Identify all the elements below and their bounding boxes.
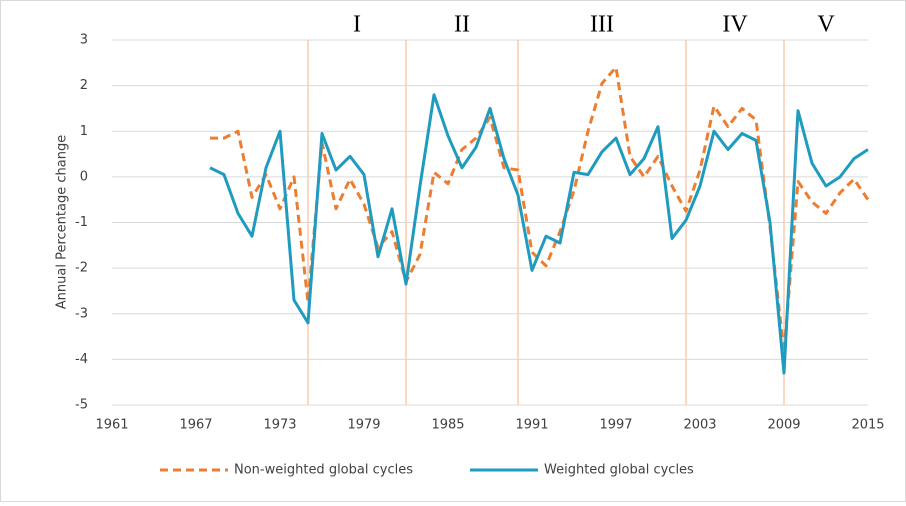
series-line <box>209 93 869 375</box>
y-tick-label: 0 <box>80 169 88 184</box>
x-tick-label: 1973 <box>263 418 296 433</box>
x-tick-label: 2003 <box>683 418 716 433</box>
legend-label: Weighted global cycles <box>544 463 694 478</box>
y-axis-label: Annual Percentage change <box>55 135 70 309</box>
y-tick-label: -3 <box>75 306 88 321</box>
x-tick-label: 1997 <box>599 418 632 433</box>
x-tick-label: 2015 <box>851 418 884 433</box>
x-tick-label: 1961 <box>95 418 128 433</box>
y-tick-label: -2 <box>75 261 88 276</box>
x-tick-label: 1979 <box>347 418 380 433</box>
x-tick-label: 2009 <box>767 418 800 433</box>
y-tick-label: -1 <box>75 215 88 230</box>
cycle-label: I <box>353 12 361 38</box>
cycle-label: V <box>817 12 835 38</box>
y-tick-label: -4 <box>75 352 88 367</box>
x-tick-label: 1991 <box>515 418 548 433</box>
y-tick-label: 3 <box>80 33 88 48</box>
cycle-label: II <box>454 12 470 38</box>
y-tick-label: -5 <box>75 398 88 413</box>
y-tick-label: 1 <box>80 124 88 139</box>
cycle-label: III <box>590 12 614 38</box>
legend-label: Non-weighted global cycles <box>234 463 413 478</box>
cycle-label: IV <box>722 12 748 38</box>
x-tick-label: 1985 <box>431 418 464 433</box>
x-tick-label: 1967 <box>179 418 212 433</box>
y-tick-label: 2 <box>80 78 88 93</box>
